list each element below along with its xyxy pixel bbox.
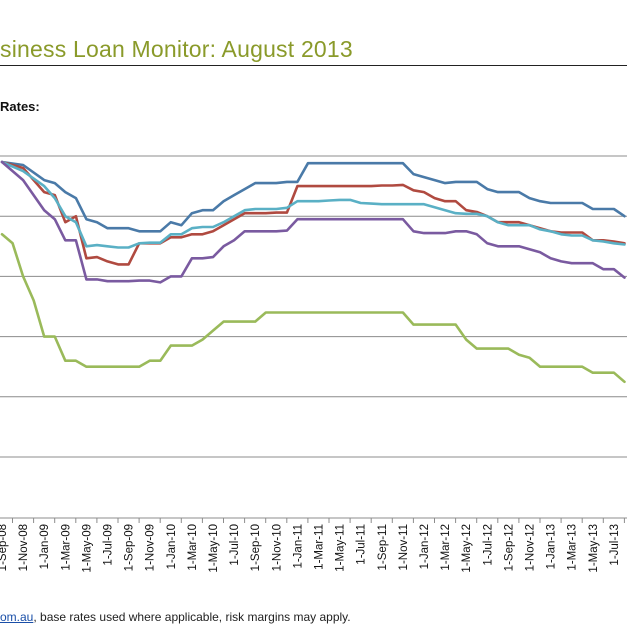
x-tick-label: 1-Nov-12 [525, 524, 537, 571]
x-tick-label: 1-Jul-12 [482, 524, 494, 566]
x-tick-label: 1-Mar-13 [567, 524, 579, 571]
source-link[interactable]: om.au [0, 610, 34, 624]
title-divider [0, 65, 627, 66]
x-tick-label: 1-Nov-10 [271, 524, 283, 571]
series-line [0, 233, 626, 384]
gridlines [0, 155, 627, 458]
x-tick-label: 1-Jan-12 [419, 524, 431, 569]
series-line [0, 160, 626, 266]
x-tick-label: 1-Nov-08 [18, 524, 30, 571]
x-tick-label: 1-Nov-09 [145, 524, 157, 571]
x-tick-label: 1-Jul-10 [229, 524, 241, 566]
chart-footnote: om.au, base rates used where applicable,… [0, 610, 351, 624]
x-tick-label: 1-Mar-10 [187, 524, 199, 571]
series-line [0, 160, 626, 233]
chart-subtitle: Rates: [0, 99, 40, 114]
x-tick-label: 1-Jul-13 [609, 524, 621, 566]
x-tick-label: 1-Jul-11 [356, 524, 368, 565]
x-tick-label: 1-May-09 [81, 524, 93, 573]
x-tick-label: 1-Sep-12 [503, 524, 515, 571]
x-tick-label: 1-Sep-10 [250, 524, 262, 571]
x-tick-label: 1-Jul-09 [103, 524, 115, 566]
series-line [0, 160, 626, 284]
x-tick-label: 1-Sep-08 [0, 524, 9, 571]
x-tick-label: 1-May-11 [335, 524, 347, 572]
x-tick-label: 1-Nov-11 [398, 524, 410, 570]
x-tick-label: 1-Mar-09 [60, 524, 72, 571]
x-tick-label: 1-Jan-10 [166, 524, 178, 569]
x-tick-label: 1-Sep-09 [124, 524, 136, 571]
page-title: siness Loan Monitor: August 2013 [0, 36, 353, 62]
series-lines [0, 160, 626, 384]
x-tick-labels: 1-Sep-08 1-Nov-08 1-Jan-09 1-Mar-09 1-May-09… [0, 524, 621, 573]
x-tick-label: 1-Jan-11 [292, 524, 304, 569]
series-line [0, 160, 626, 249]
x-tick-label: 1-Mar-11 [314, 524, 326, 570]
x-axis [0, 517, 627, 523]
footnote-text: , base rates used where applicable, risk… [33, 610, 351, 624]
x-tick-label: 1-May-12 [461, 524, 473, 573]
x-tick-label: 1-May-10 [208, 524, 220, 573]
x-tick-label: 1-Jan-13 [546, 524, 558, 569]
x-tick-label: 1-Sep-11 [377, 524, 389, 570]
x-tick-label: 1-Mar-12 [440, 524, 452, 571]
x-tick-label: 1-May-13 [588, 524, 600, 573]
x-tick-label: 1-Jan-09 [39, 524, 51, 569]
